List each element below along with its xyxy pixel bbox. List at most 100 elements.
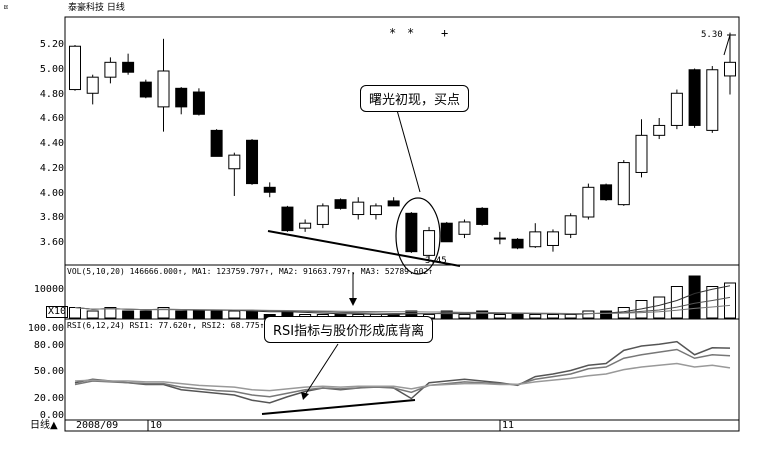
candle-body bbox=[635, 134, 648, 173]
volume-bar bbox=[529, 314, 542, 319]
rsi-header: RSI(6,12,24) RSI1: 77.620↑, RSI2: 68.775… bbox=[67, 321, 318, 330]
volume-bar bbox=[600, 310, 613, 319]
candle-body bbox=[476, 207, 489, 225]
date-label-oct: 10 bbox=[150, 420, 163, 431]
callout-arrow-down bbox=[304, 343, 339, 396]
marker-3: + bbox=[441, 26, 449, 40]
candle-body bbox=[546, 231, 559, 246]
price-axis-label: 4.40 bbox=[39, 138, 64, 149]
callout-pointer-top bbox=[394, 102, 421, 193]
candlestick-series bbox=[69, 32, 736, 260]
volume-bar bbox=[86, 310, 99, 319]
high-label-leader bbox=[723, 34, 731, 56]
candle-body bbox=[299, 222, 312, 229]
candle-body bbox=[228, 154, 241, 170]
candle-body bbox=[440, 222, 453, 243]
candle-body bbox=[493, 237, 506, 240]
price-axis-label: 3.60 bbox=[39, 237, 64, 248]
candle-body bbox=[316, 205, 329, 225]
candle-body bbox=[369, 205, 382, 216]
volume-bar bbox=[653, 296, 666, 319]
marker-1: * bbox=[389, 26, 397, 40]
candle-body bbox=[104, 61, 117, 78]
candle-body bbox=[281, 206, 294, 232]
volume-bar bbox=[440, 310, 453, 319]
volume-bar bbox=[582, 310, 595, 319]
divergence-callout: RSI指标与股价形成底背离 bbox=[264, 316, 434, 343]
candle-body bbox=[670, 92, 683, 126]
candle-body bbox=[352, 201, 365, 216]
candle-body bbox=[139, 81, 152, 98]
period-label[interactable]: 日线▲ bbox=[30, 420, 58, 431]
volume-bar bbox=[69, 307, 81, 319]
candle-body bbox=[724, 61, 736, 77]
candle-body bbox=[263, 186, 276, 193]
rsi2-line bbox=[74, 348, 731, 398]
candle-body bbox=[192, 91, 205, 115]
candle-body bbox=[405, 212, 418, 253]
volume-ma-line bbox=[74, 285, 731, 316]
candle-body bbox=[582, 186, 595, 218]
arrowhead-rsi bbox=[301, 392, 309, 400]
volume-bar bbox=[157, 307, 170, 319]
candle-body bbox=[617, 162, 630, 206]
date-label-sep: 2008/09 bbox=[76, 420, 119, 431]
candle-body bbox=[157, 70, 170, 108]
volume-bar bbox=[122, 310, 135, 319]
candle-body bbox=[122, 61, 135, 73]
corner-mark: ¤ bbox=[3, 3, 9, 13]
date-label-nov: 11 bbox=[502, 420, 515, 431]
volume-unit-badge: X10 bbox=[46, 306, 69, 318]
candle-body bbox=[564, 215, 577, 235]
reversal-circle bbox=[395, 197, 441, 275]
volume-bar bbox=[139, 310, 152, 319]
candle-body bbox=[423, 230, 436, 256]
price-trendline bbox=[267, 230, 461, 267]
rsi-axis-label: 100.00 bbox=[27, 322, 64, 334]
volume-bars bbox=[69, 275, 736, 319]
candle-body bbox=[387, 200, 400, 207]
chart-title: 泰豪科技 日线 bbox=[68, 3, 125, 13]
volume-bar bbox=[511, 314, 524, 319]
volume-bar bbox=[670, 286, 683, 319]
rsi-axis-label: 80.00 bbox=[33, 340, 64, 351]
candle-body bbox=[246, 139, 259, 185]
buy-point-callout: 曙光初现，买点 bbox=[360, 85, 470, 112]
volume-axis-top: 10000 bbox=[33, 284, 64, 295]
rsi1-line bbox=[74, 340, 731, 404]
arrowhead-down bbox=[349, 298, 357, 306]
candle-body bbox=[529, 231, 542, 248]
rsi3-line bbox=[74, 362, 731, 392]
candle-body bbox=[653, 124, 666, 136]
volume-bar bbox=[476, 310, 489, 319]
volume-bar bbox=[493, 314, 506, 319]
volume-ma-line bbox=[74, 304, 731, 314]
candle-body bbox=[210, 129, 223, 157]
price-axis-label: 4.80 bbox=[39, 88, 64, 100]
volume-bar bbox=[228, 310, 241, 319]
date-axis-frame bbox=[64, 419, 740, 432]
volume-bar bbox=[246, 310, 259, 319]
rsi-trendline bbox=[261, 399, 416, 415]
volume-bar bbox=[688, 275, 701, 319]
volume-bar bbox=[458, 314, 471, 319]
price-axis-label: 5.20 bbox=[39, 39, 64, 50]
volume-bar bbox=[175, 310, 188, 319]
volume-bar bbox=[564, 314, 577, 319]
candle-body bbox=[511, 238, 524, 249]
price-axis-label: 3.80 bbox=[39, 212, 64, 224]
volume-bar bbox=[192, 310, 205, 319]
volume-bar bbox=[706, 286, 719, 319]
price-axis-label: 4.00 bbox=[39, 187, 64, 199]
candle-body bbox=[706, 69, 719, 131]
price-axis-label: 4.60 bbox=[39, 113, 64, 125]
rsi-axis-label: 50.00 bbox=[33, 366, 64, 378]
volume-bar bbox=[546, 314, 559, 319]
rsi-axis-label: 0.00 bbox=[39, 410, 64, 421]
price-axis-label: 5.00 bbox=[39, 63, 64, 75]
marker-2: * bbox=[407, 26, 415, 40]
low-price-label: 3.45 bbox=[425, 256, 447, 266]
price-axis-label: 4.20 bbox=[39, 162, 64, 174]
rsi-lines bbox=[74, 340, 731, 404]
